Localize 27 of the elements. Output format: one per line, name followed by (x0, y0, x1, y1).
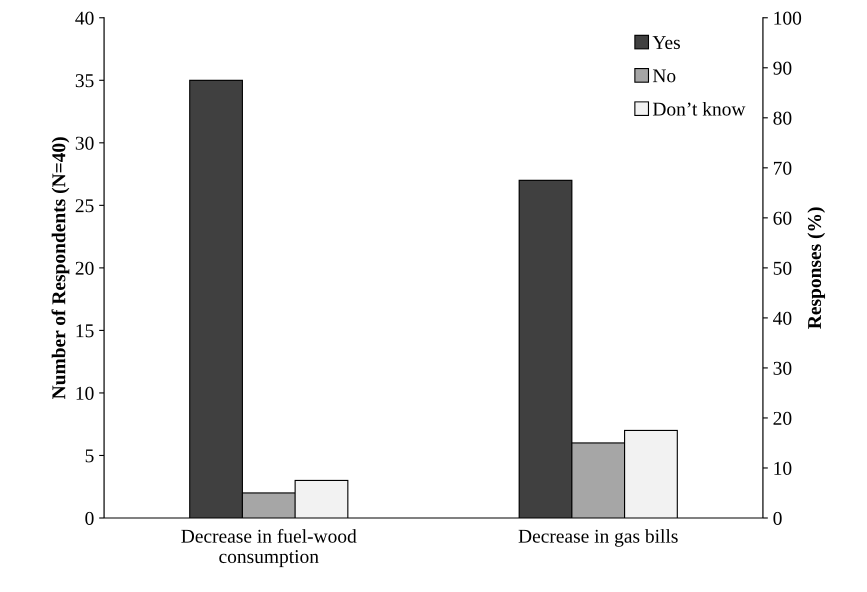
y2-tick-label: 20 (774, 412, 792, 425)
x-tick-label: Decrease in gas bills (518, 529, 678, 547)
x-tick-label: Decrease in fuel-wood consumption (181, 528, 357, 568)
y-axis-title: Number of Respondents (N=40) (51, 137, 70, 399)
y-tick-label: 20 (76, 262, 94, 275)
y-tick-label: 30 (76, 136, 94, 150)
y2-tick-label: 90 (773, 62, 792, 75)
y2-tick-label: 100 (774, 12, 802, 25)
y-tick-label: 10 (76, 386, 94, 400)
y2-tick-label: 30 (774, 362, 792, 375)
legend-label: No (652, 69, 676, 82)
y2-tick-label: 70 (774, 162, 792, 175)
y-tick-label: 40 (75, 12, 94, 25)
y2-tick-label: 10 (774, 462, 792, 475)
legend-label: Don’t know (652, 102, 746, 116)
y2-tick-label: 60 (774, 212, 792, 225)
y2-tick-label: 80 (773, 112, 792, 125)
y2-tick-label: 50 (774, 262, 792, 275)
y2-tick-label: 0 (773, 512, 782, 525)
y-tick-label: 0 (85, 512, 94, 525)
y2-axis-title: Responses (%) (807, 207, 826, 329)
y2-tick-label: 40 (773, 312, 792, 325)
y-tick-label: 5 (86, 449, 94, 462)
legend-label: Yes (652, 36, 680, 50)
y-tick-label: 25 (76, 199, 94, 212)
y-tick-label: 35 (76, 74, 94, 88)
y-tick-label: 15 (76, 324, 94, 338)
